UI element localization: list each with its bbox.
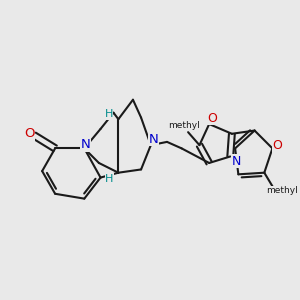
Text: H: H: [104, 109, 113, 119]
Text: O: O: [207, 112, 217, 125]
Text: N: N: [148, 133, 158, 146]
Text: N: N: [81, 138, 91, 151]
Text: H: H: [105, 173, 113, 184]
Text: O: O: [24, 127, 34, 140]
Text: methyl: methyl: [168, 121, 200, 130]
Text: methyl: methyl: [266, 186, 298, 195]
Text: N: N: [231, 155, 241, 168]
Text: O: O: [272, 139, 282, 152]
